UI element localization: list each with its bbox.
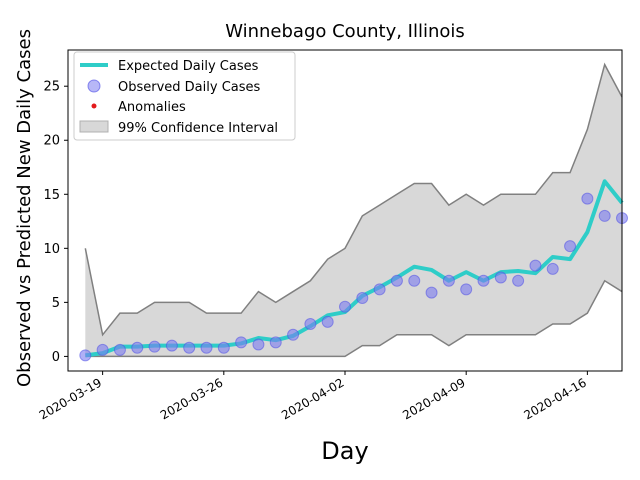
observed-point <box>581 192 594 205</box>
observed-point <box>200 341 213 354</box>
observed-point <box>269 336 282 349</box>
chart-title: Winnebago County, Illinois <box>225 21 465 42</box>
confidence-band-lower-edge <box>85 279 623 358</box>
legend-observed-label: Observed Daily Cases <box>118 80 261 95</box>
observed-point <box>460 283 473 296</box>
observed-point <box>425 286 438 299</box>
legend-expected-label: Expected Daily Cases <box>118 59 259 74</box>
observed-point <box>113 343 126 356</box>
y-axis-label: Observed vs Predicted New Daily Cases <box>14 29 35 387</box>
x-tick-label: 2020-03-19 <box>37 375 104 422</box>
observed-point <box>356 292 369 305</box>
x-tick-label: 2020-04-09 <box>400 375 467 422</box>
legend-observed-swatch <box>87 79 101 93</box>
y-tick-label: 15 <box>43 188 60 203</box>
observed-point <box>373 283 386 296</box>
x-tick-label: 2020-04-02 <box>279 375 346 422</box>
observed-point <box>217 341 230 354</box>
observed-point <box>287 328 300 341</box>
observed-point <box>79 349 92 362</box>
y-tick-label: 0 <box>52 350 60 365</box>
observed-points <box>79 192 628 362</box>
observed-point <box>477 274 490 287</box>
observed-point <box>598 209 611 222</box>
observed-point <box>442 274 455 287</box>
observed-point <box>529 259 542 272</box>
observed-point <box>235 336 248 349</box>
observed-point <box>148 340 161 353</box>
legend-anomalies-swatch <box>91 103 97 109</box>
x-axis-label: Day <box>321 437 368 465</box>
observed-point <box>165 339 178 352</box>
observed-point <box>494 271 507 284</box>
observed-point <box>96 343 109 356</box>
y-tick-label: 10 <box>43 242 60 257</box>
y-axis-ticks: 0 5 10 15 20 25 <box>43 80 68 365</box>
observed-point <box>564 240 577 253</box>
legend-ci-label: 99% Confidence Interval <box>118 121 278 136</box>
y-tick-label: 5 <box>52 296 60 311</box>
observed-point <box>321 315 334 328</box>
observed-point <box>131 341 144 354</box>
x-tick-label: 2020-04-16 <box>521 375 588 422</box>
x-tick-label: 2020-03-26 <box>158 375 225 422</box>
x-axis-ticks: 2020-03-19 2020-03-26 2020-04-02 2020-04-09… <box>37 371 589 422</box>
legend: Expected Daily Cases Observed Daily Case… <box>73 51 296 141</box>
observed-point <box>546 262 559 275</box>
legend-ci-swatch <box>79 120 109 133</box>
observed-point <box>408 274 421 287</box>
observed-point <box>390 274 403 287</box>
observed-point <box>183 341 196 354</box>
y-tick-label: 20 <box>43 134 60 149</box>
observed-point <box>252 338 265 351</box>
legend-anomalies-label: Anomalies <box>118 100 186 115</box>
legend-box <box>73 51 296 141</box>
observed-point <box>304 317 317 330</box>
confidence-band-upper-edge <box>84 62 623 337</box>
observed-point <box>512 274 525 287</box>
observed-point <box>339 300 351 313</box>
y-tick-label: 25 <box>43 80 60 95</box>
